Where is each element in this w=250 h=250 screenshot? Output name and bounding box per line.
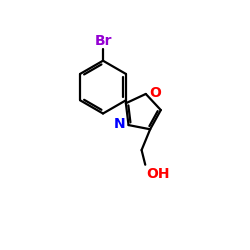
Text: Br: Br <box>94 34 112 48</box>
Text: O: O <box>149 86 161 100</box>
Text: OH: OH <box>146 167 170 181</box>
Text: N: N <box>114 117 125 131</box>
